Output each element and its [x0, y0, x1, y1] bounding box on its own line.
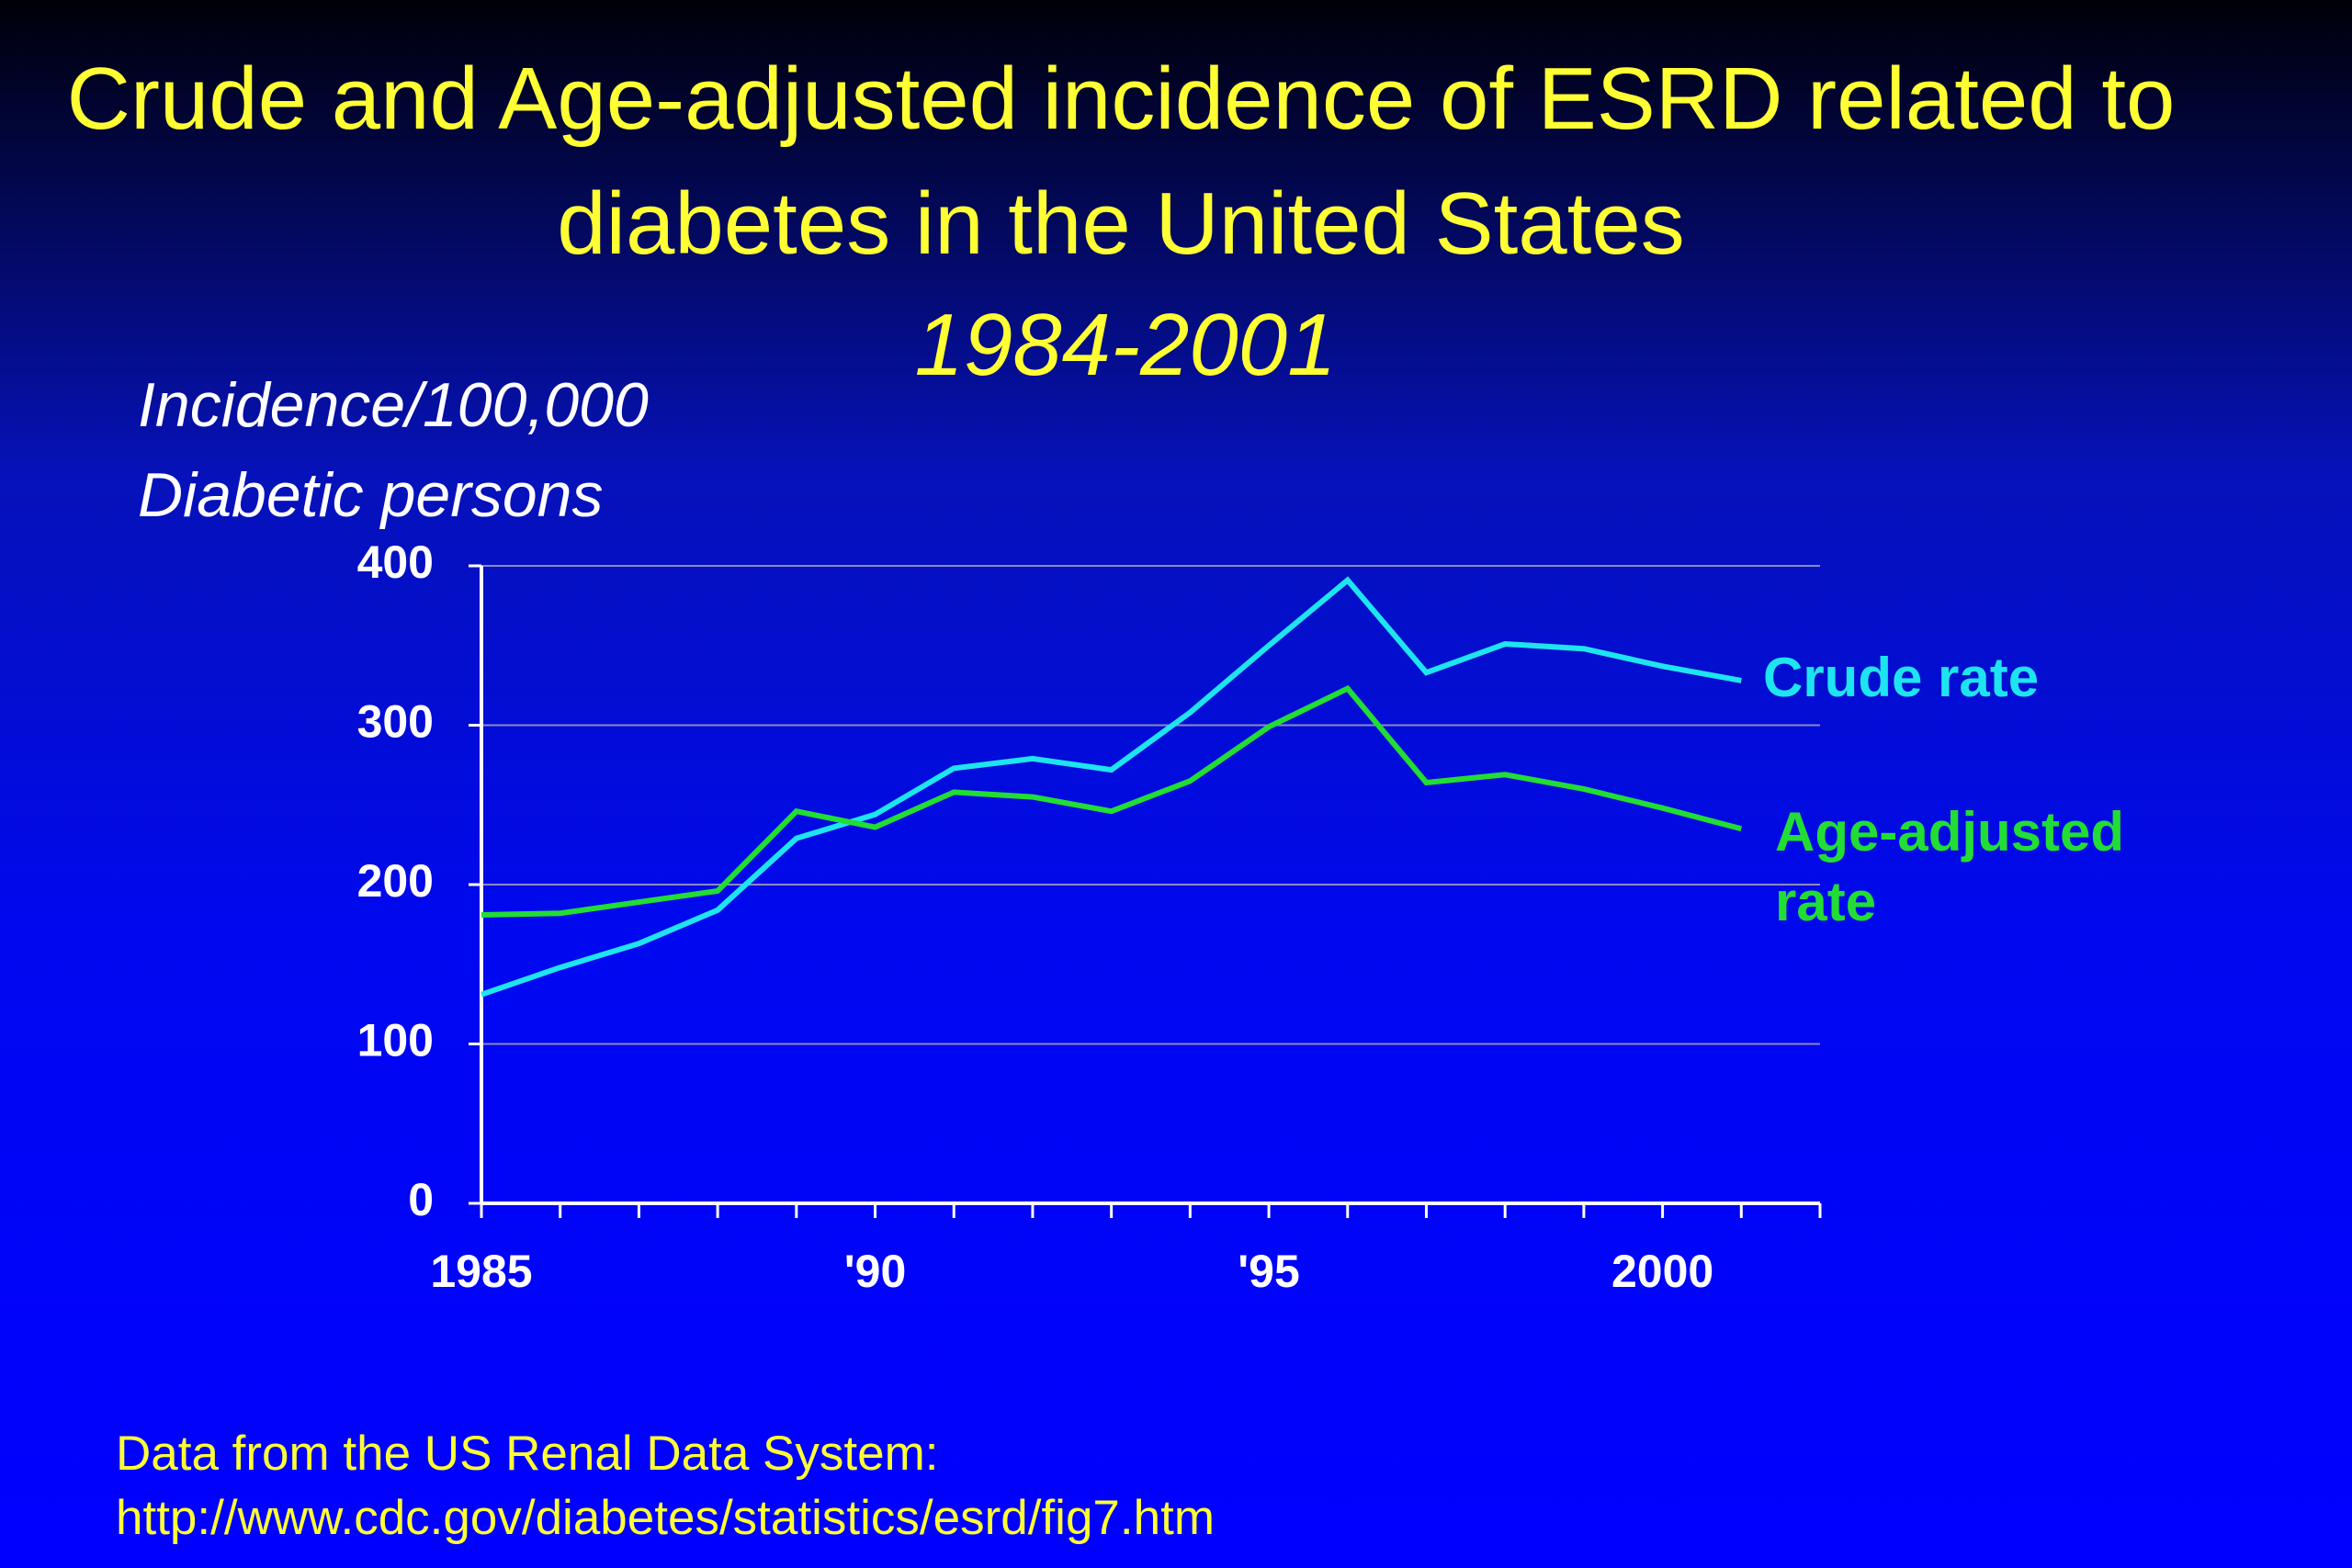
data-line	[481, 576, 1742, 998]
y-tick-label: 100	[357, 1015, 434, 1066]
x-tick-label: 2000	[1611, 1246, 1713, 1297]
series-label: Crude rate	[1763, 647, 2040, 708]
y-tick-label: 300	[357, 696, 434, 748]
source: Data from the US Renal Data System:	[116, 1427, 939, 1481]
x-tick-label: '95	[1238, 1246, 1300, 1297]
chart-title: Crude and Age-adjusted incidence of ESRD…	[66, 50, 2176, 273]
y-axis-label: Incidence/100,000 Diabetic persons	[138, 370, 649, 530]
x-tick-label: 1985	[430, 1246, 532, 1297]
y-tick-label: 400	[357, 536, 434, 588]
data-line	[481, 684, 1743, 918]
series-label: Age-adjusted rate	[1775, 801, 2125, 932]
y-tick-label: 200	[357, 855, 434, 907]
y-tick-label: 0	[408, 1174, 434, 1225]
source-url: http://www.cdc.gov/diabetes/statistics/e…	[116, 1491, 1215, 1545]
chart-subtitle: 1984-2001	[914, 296, 1337, 394]
x-tick-label: '90	[844, 1246, 907, 1297]
